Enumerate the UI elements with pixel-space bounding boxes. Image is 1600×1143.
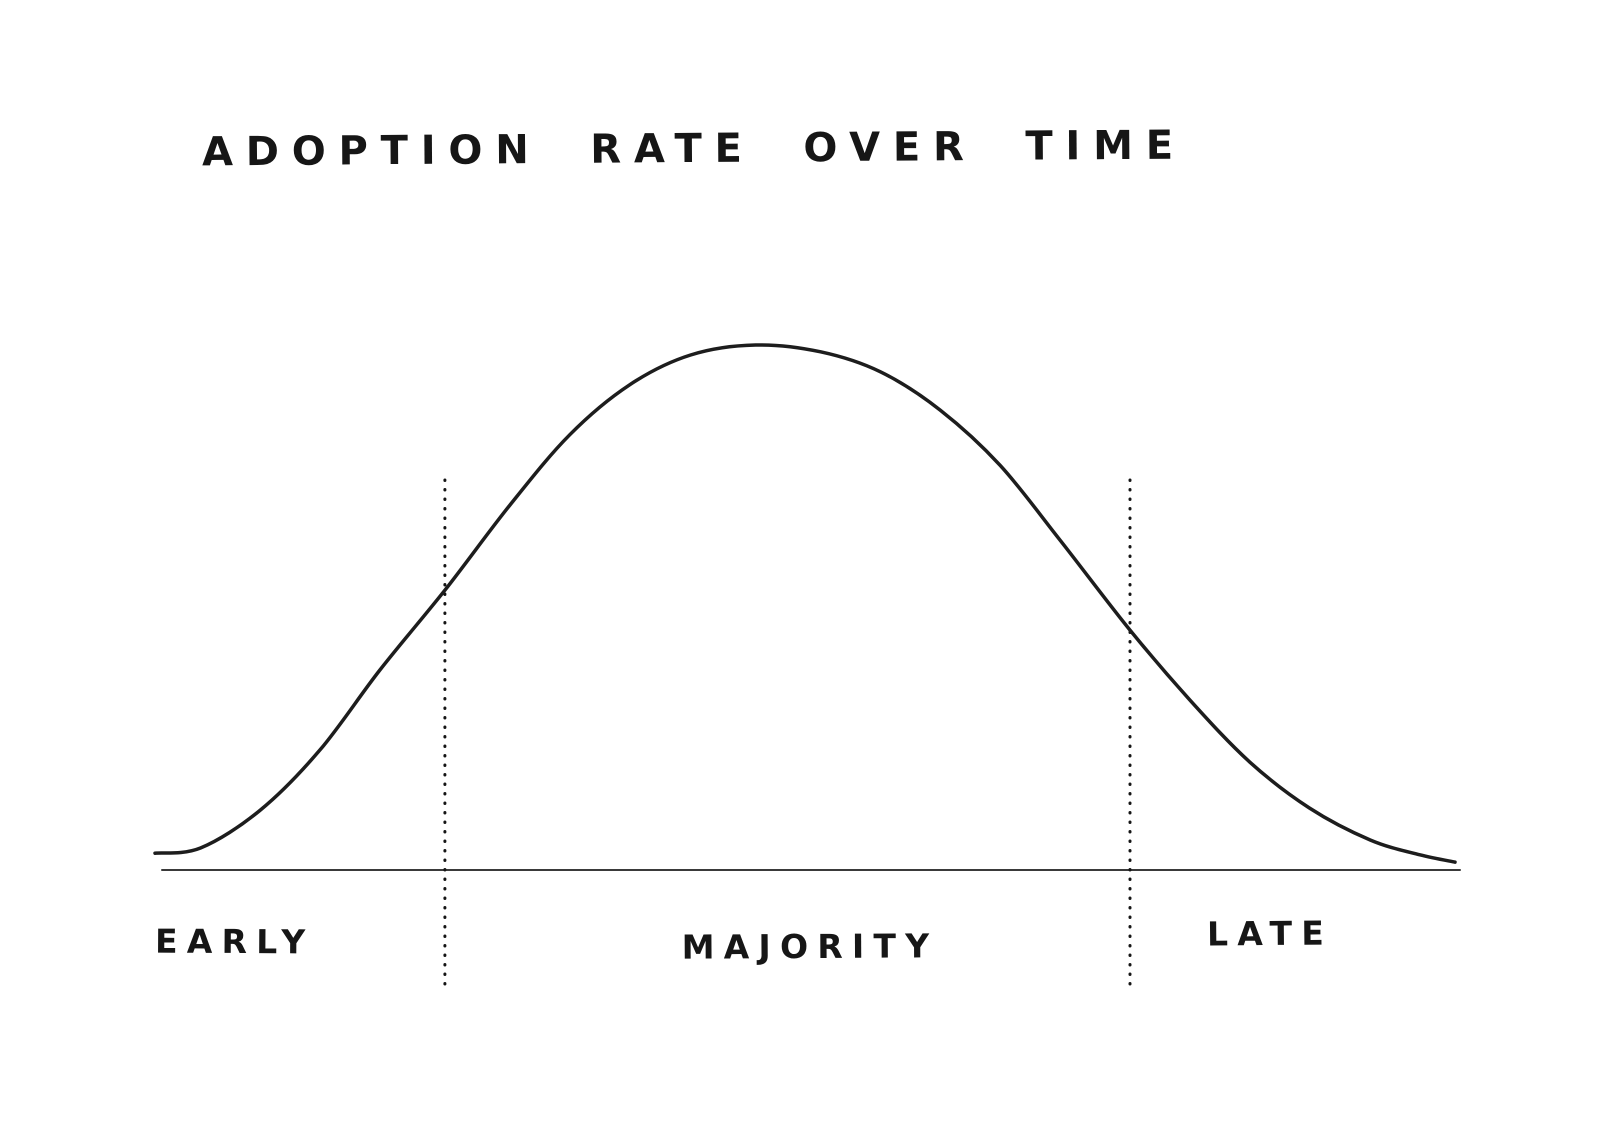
chart-title: ADOPTION RATE OVER TIME xyxy=(201,122,1187,176)
bell-curve-line xyxy=(153,343,1457,864)
segment-label-majority: MAJORITY xyxy=(681,926,939,967)
segment-label-late: LATE xyxy=(1206,913,1334,954)
segment-label-early: EARLY xyxy=(154,921,315,962)
